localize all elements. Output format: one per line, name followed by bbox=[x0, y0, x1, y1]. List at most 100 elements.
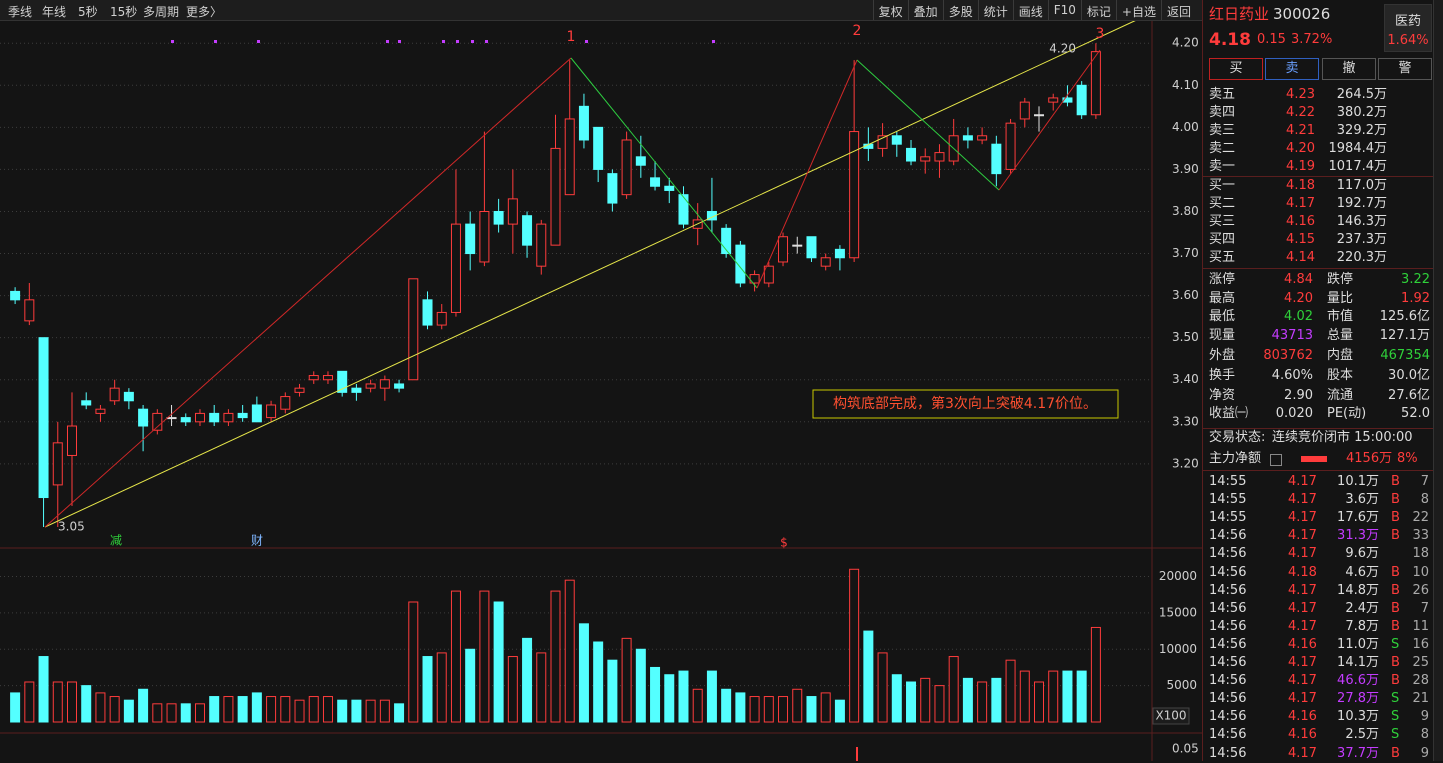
stat-label: 最低 bbox=[1209, 309, 1236, 324]
candle-body bbox=[81, 400, 92, 406]
event-marker: 财 bbox=[251, 534, 263, 548]
volume-bar bbox=[322, 696, 333, 723]
signal-dot bbox=[585, 40, 588, 43]
stat-label: 市值 bbox=[1327, 309, 1354, 324]
level-price: 4.15 bbox=[1286, 232, 1315, 247]
volume-bar bbox=[891, 674, 902, 723]
volume-bar bbox=[706, 670, 717, 723]
separator bbox=[1203, 268, 1433, 269]
stat-value: 3.22 bbox=[1401, 272, 1430, 287]
header: 红日药业 300026 bbox=[1203, 5, 1433, 23]
trade-side: B bbox=[1391, 582, 1400, 598]
volume-bar bbox=[194, 703, 205, 723]
trade-side: B bbox=[1391, 655, 1400, 670]
candle-body bbox=[891, 135, 902, 145]
separator bbox=[1203, 428, 1433, 429]
cancel-button[interactable]: 撤 bbox=[1322, 58, 1376, 80]
volume-bar bbox=[95, 692, 106, 723]
tool-button[interactable]: 画线 bbox=[1012, 0, 1048, 20]
trade-price: 4.17 bbox=[1288, 745, 1317, 761]
stat-row: 涨停 4.84 跌停 3.22 bbox=[1203, 271, 1433, 289]
alert-button[interactable]: 警 bbox=[1378, 58, 1432, 80]
volume-bar bbox=[792, 688, 803, 723]
candle-body bbox=[66, 425, 77, 456]
volume-bar bbox=[308, 696, 319, 723]
candle-body bbox=[38, 337, 49, 499]
ask-row: 卖五 4.23 264.5万 bbox=[1203, 86, 1433, 104]
volume-bar bbox=[621, 637, 632, 723]
volume-bar bbox=[24, 681, 35, 723]
buy-button[interactable]: 买 bbox=[1209, 58, 1263, 80]
trade-side: S bbox=[1391, 636, 1400, 652]
stat-label: 净资 bbox=[1209, 388, 1236, 403]
tool-button[interactable]: 标记 bbox=[1080, 0, 1116, 20]
candle-body bbox=[152, 412, 163, 431]
tool-button[interactable]: 统计 bbox=[977, 0, 1013, 20]
stat-row: 收益㈠ 0.020 PE(动) 52.0 bbox=[1203, 405, 1433, 423]
stat-label: 最高 bbox=[1209, 291, 1236, 306]
trade-time: 14:56 bbox=[1209, 636, 1247, 652]
trade-side: S bbox=[1391, 727, 1400, 743]
signal-dot bbox=[485, 40, 488, 43]
icon[interactable] bbox=[1270, 454, 1282, 466]
candle-body bbox=[650, 177, 661, 187]
event-marker: 减 bbox=[110, 534, 122, 548]
period-button[interactable]: 5秒 bbox=[78, 5, 98, 19]
stock-name: 红日药业 bbox=[1209, 5, 1270, 23]
candle-body bbox=[479, 210, 490, 263]
tool-button[interactable]: +自选 bbox=[1115, 0, 1161, 20]
trade-volume: 2.4万 bbox=[1345, 600, 1379, 616]
level-price: 4.19 bbox=[1286, 159, 1315, 174]
y-tick-label: 3.30 bbox=[1172, 414, 1199, 428]
separator bbox=[1203, 176, 1433, 177]
period-button[interactable]: 季线 bbox=[8, 5, 33, 19]
level-volume: 220.3万 bbox=[1336, 250, 1387, 265]
candle-body bbox=[237, 412, 248, 419]
trade-price: 4.17 bbox=[1288, 655, 1317, 670]
status: 连续竞价闭市 15:00:00 bbox=[1272, 430, 1413, 445]
stat-label: 外盘 bbox=[1209, 348, 1236, 363]
volume-bar bbox=[450, 590, 461, 723]
y-tick-label: 4.00 bbox=[1172, 120, 1199, 134]
sector-box[interactable]: 医药 1.64% bbox=[1384, 4, 1432, 52]
trade-volume: 4.6万 bbox=[1345, 564, 1379, 580]
trade-time: 14:56 bbox=[1209, 673, 1247, 689]
stat-value: 52.0 bbox=[1401, 406, 1430, 421]
volume-bar bbox=[834, 699, 845, 723]
candle-body bbox=[721, 227, 732, 255]
volume-bar bbox=[280, 696, 291, 723]
stat-value: 803762 bbox=[1263, 348, 1313, 363]
candle-body bbox=[1034, 114, 1045, 117]
trade-volume: 14.1万 bbox=[1337, 655, 1379, 670]
stat-label: 总量 bbox=[1327, 328, 1354, 343]
signal-dot bbox=[456, 40, 459, 43]
y-tick-label: 3.80 bbox=[1172, 204, 1199, 218]
y-tick-label: 4.20 bbox=[1172, 36, 1199, 50]
trade-side: B bbox=[1391, 474, 1400, 489]
y-tick-label: 3.90 bbox=[1172, 162, 1199, 176]
tool-button[interactable]: F10 bbox=[1047, 0, 1081, 20]
trade-count: 9 bbox=[1420, 709, 1429, 725]
period-button[interactable]: 更多〉 bbox=[186, 5, 223, 19]
sell-button[interactable]: 卖 bbox=[1265, 58, 1319, 80]
candle-body bbox=[792, 244, 803, 247]
candle-body bbox=[778, 236, 789, 263]
volume-bar bbox=[379, 699, 390, 723]
stat-row: 换手 4.60% 股本 30.0亿 bbox=[1203, 367, 1433, 385]
candle-body bbox=[109, 387, 120, 402]
bid-row: 买四 4.15 237.3万 bbox=[1203, 231, 1433, 249]
price-row: 4.18 0.15 3.72% bbox=[1203, 31, 1433, 49]
period-button[interactable]: 15秒 bbox=[110, 5, 138, 19]
volume-bar bbox=[52, 681, 63, 723]
candle-body bbox=[294, 387, 305, 393]
tool-button[interactable]: 返回 bbox=[1160, 0, 1196, 20]
tool-button[interactable]: 多股 bbox=[942, 0, 978, 20]
period-button[interactable]: 年线 bbox=[42, 5, 67, 19]
period-button[interactable]: 多周期 bbox=[143, 5, 180, 19]
trade-time: 14:56 bbox=[1209, 727, 1247, 743]
level-price: 4.22 bbox=[1286, 105, 1315, 120]
candle-body bbox=[763, 265, 774, 284]
tool-button[interactable]: 叠加 bbox=[907, 0, 943, 20]
tool-button[interactable]: 复权 bbox=[872, 0, 908, 20]
trade-price: 4.17 bbox=[1288, 618, 1317, 634]
